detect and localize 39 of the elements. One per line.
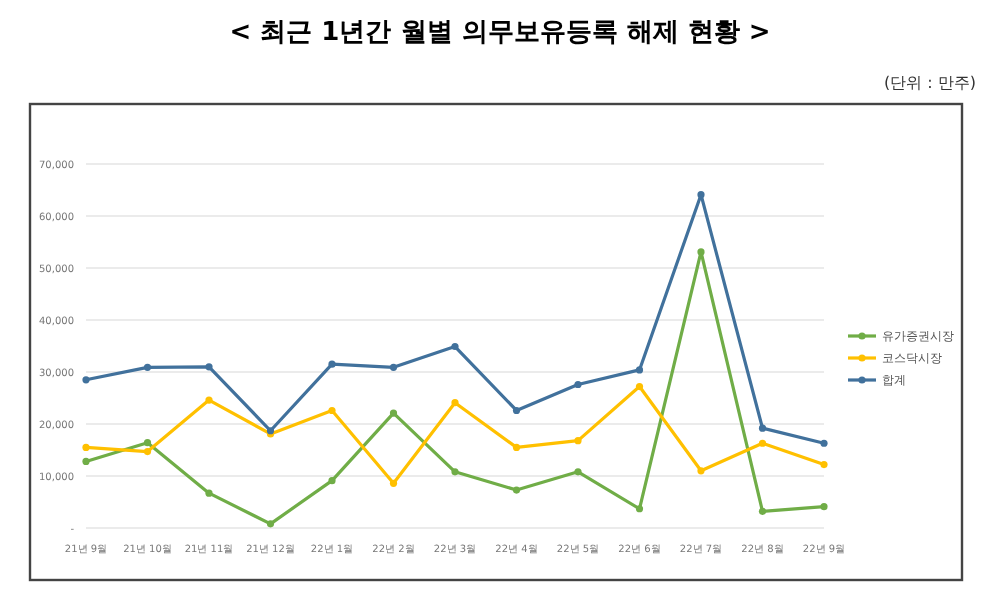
point: [820, 460, 828, 469]
point: [328, 477, 336, 485]
text: (단위 : 만주): [883, 74, 976, 92]
point: [82, 376, 90, 384]
point: [143, 447, 152, 456]
point: [512, 486, 521, 494]
point: [143, 363, 152, 371]
point: [328, 360, 336, 368]
point: [758, 507, 767, 515]
point: [635, 382, 644, 391]
point: [512, 406, 521, 415]
point: [697, 467, 705, 475]
point: [574, 468, 582, 476]
point: [820, 503, 828, 511]
point: [82, 457, 90, 466]
point: [205, 396, 213, 404]
point: [635, 505, 644, 513]
point: [205, 489, 213, 497]
point: [328, 406, 336, 415]
point: [758, 439, 767, 447]
point: [205, 363, 213, 371]
point: [266, 520, 275, 528]
point: [143, 439, 152, 447]
point: [82, 443, 90, 451]
point: [697, 191, 705, 199]
point: [512, 443, 521, 451]
point: [451, 468, 459, 476]
chart-title: < 최근 1년간 월별 의무보유등록 해제 현황 >: [229, 18, 771, 48]
point: [389, 363, 398, 371]
point: [758, 424, 767, 432]
point: [574, 437, 582, 445]
point: [389, 479, 398, 487]
point: [451, 342, 459, 351]
point: [635, 366, 644, 374]
point: [389, 409, 398, 417]
point: [574, 380, 582, 389]
point: [697, 248, 705, 256]
point: [451, 399, 459, 407]
point: [820, 439, 828, 447]
